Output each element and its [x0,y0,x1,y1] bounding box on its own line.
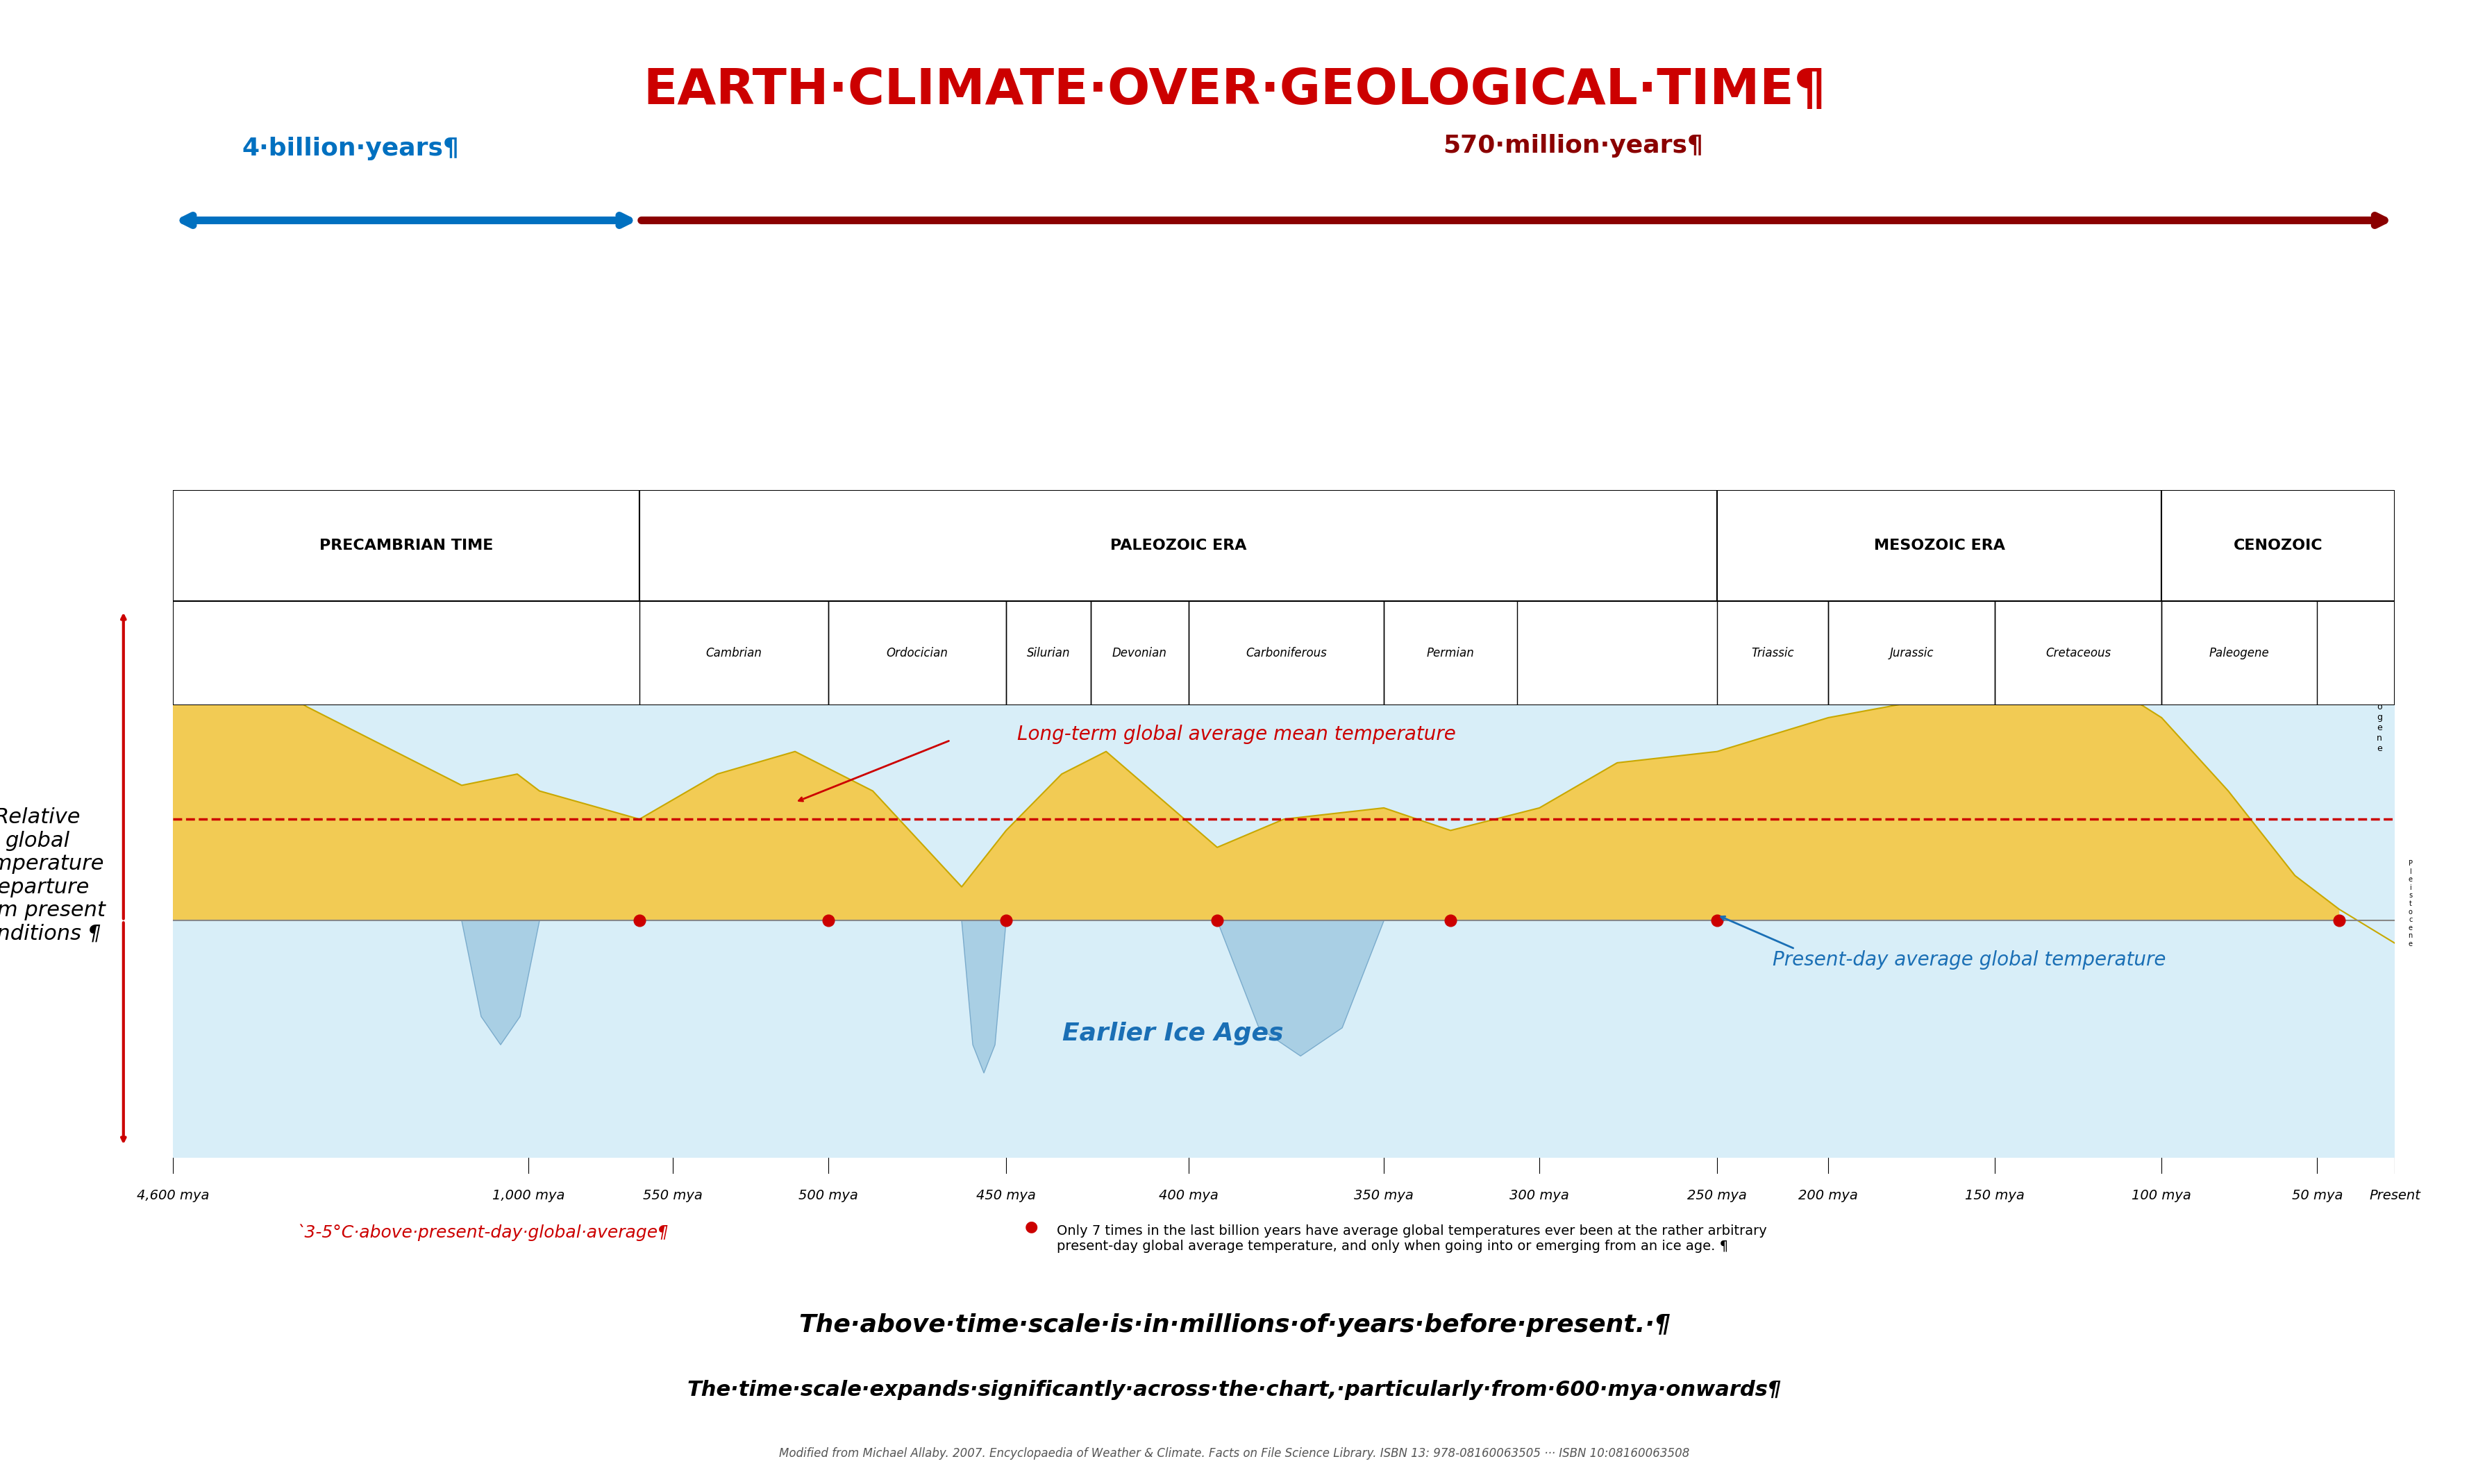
Text: Relative
global
temperature
departure
from present
conditions ¶: Relative global temperature departure fr… [0,807,106,944]
Text: 550 mya: 550 mya [642,1189,704,1202]
Text: 4,600 mya: 4,600 mya [136,1189,210,1202]
Text: CENOZOIC: CENOZOIC [2234,539,2323,552]
Text: PALEOZOIC ERA: PALEOZOIC ERA [1111,539,1247,552]
Text: `3-5°C·above·present-day·global·average¶: `3-5°C·above·present-day·global·average¶ [296,1224,669,1241]
Text: The·above·time·scale·is·in·millions·of·years·before·present.·¶: The·above·time·scale·is·in·millions·of·y… [797,1313,1672,1337]
Text: Silurian: Silurian [1027,647,1069,659]
Text: Present-day average global temperature: Present-day average global temperature [1773,950,2165,971]
Text: 200 mya: 200 mya [1797,1189,1859,1202]
Text: Triassic: Triassic [1751,647,1795,659]
Text: Modified from Michael Allaby. 2007. Encyclopaedia of Weather & Climate. Facts on: Modified from Michael Allaby. 2007. Ency… [780,1447,1689,1459]
Text: 570·million·years¶: 570·million·years¶ [1442,134,1704,157]
Bar [1718,490,2163,601]
Text: 300 mya: 300 mya [1509,1189,1570,1202]
Text: Carboniferous: Carboniferous [1244,647,1326,659]
Text: Devonian: Devonian [1111,647,1168,659]
Text: MESOZOIC ERA: MESOZOIC ERA [1874,539,2005,552]
Text: EARTH·CLIMATE·OVER·GEOLOGICAL·TIME¶: EARTH·CLIMATE·OVER·GEOLOGICAL·TIME¶ [642,67,1827,114]
Text: ●: ● [1025,1220,1037,1233]
Text: 4·billion·years¶: 4·billion·years¶ [242,137,459,160]
Text: Only 7 times in the last billion years have average global temperatures ever bee: Only 7 times in the last billion years h… [1057,1224,1768,1252]
Text: 100 mya: 100 mya [2131,1189,2192,1202]
Text: 400 mya: 400 mya [1158,1189,1217,1202]
Text: P
l
e
i
s
t
o
c
e
n
e: P l e i s t o c e n e [2407,861,2412,947]
Bar [639,490,1716,601]
Text: Present: Present [2370,1189,2420,1202]
Text: Earlier Ice Ages: Earlier Ice Ages [1062,1021,1284,1045]
Bar [173,490,639,601]
Text: 350 mya: 350 mya [1353,1189,1415,1202]
Text: 50 mya: 50 mya [2291,1189,2343,1202]
Text: The·time·scale·expands·significantly·across·the·chart,·particularly·from·600·mya: The·time·scale·expands·significantly·acr… [686,1380,1783,1401]
Text: 150 mya: 150 mya [1965,1189,2025,1202]
Text: Permian: Permian [1427,647,1474,659]
Text: 1,000 mya: 1,000 mya [491,1189,565,1202]
Text: PRECAMBRIAN TIME: PRECAMBRIAN TIME [319,539,494,552]
Text: Cretaceous: Cretaceous [2047,647,2111,659]
Text: Ordocician: Ordocician [886,647,948,659]
Bar [2163,490,2395,601]
Text: 500 mya: 500 mya [797,1189,859,1202]
Text: Jurassic: Jurassic [1889,647,1933,659]
Text: N
e
o
g
e
n
e: N e o g e n e [2375,683,2383,754]
Text: Long-term global average mean temperature: Long-term global average mean temperatur… [1017,724,1457,745]
Text: Paleogene: Paleogene [2210,647,2269,659]
Text: 450 mya: 450 mya [975,1189,1037,1202]
Text: 250 mya: 250 mya [1686,1189,1748,1202]
Text: Cambrian: Cambrian [706,647,763,659]
